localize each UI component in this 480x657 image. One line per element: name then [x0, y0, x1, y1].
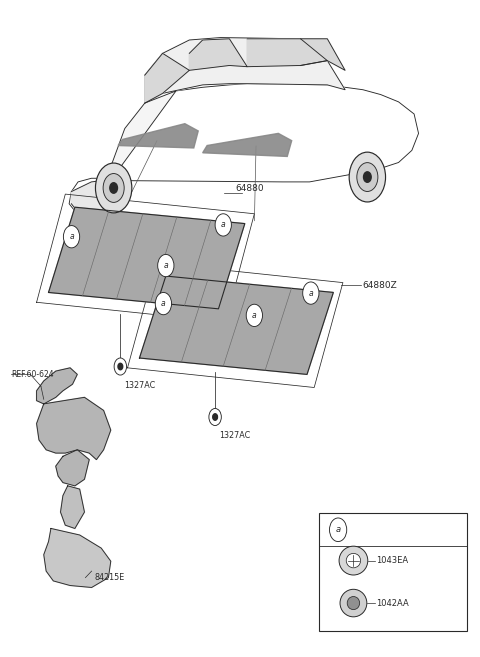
Circle shape: [363, 172, 371, 182]
Text: REF.60-624: REF.60-624: [11, 370, 54, 379]
Polygon shape: [60, 486, 84, 528]
Circle shape: [157, 254, 174, 277]
Polygon shape: [36, 368, 77, 404]
Circle shape: [96, 163, 132, 213]
Ellipse shape: [347, 597, 360, 610]
Polygon shape: [189, 39, 247, 70]
Text: a: a: [309, 288, 313, 298]
Circle shape: [110, 183, 118, 193]
Circle shape: [246, 304, 263, 327]
Circle shape: [349, 152, 385, 202]
Polygon shape: [44, 528, 111, 587]
Circle shape: [63, 225, 80, 248]
Text: a: a: [161, 299, 166, 308]
Text: 64880Z: 64880Z: [362, 281, 397, 290]
Polygon shape: [140, 276, 333, 374]
Circle shape: [103, 173, 124, 202]
Polygon shape: [300, 39, 345, 70]
Text: 84215E: 84215E: [94, 573, 124, 582]
Polygon shape: [247, 39, 327, 66]
Circle shape: [209, 409, 221, 426]
Circle shape: [303, 282, 319, 304]
Polygon shape: [72, 179, 111, 212]
Polygon shape: [145, 53, 189, 103]
Ellipse shape: [339, 546, 368, 575]
Bar: [319, 513, 468, 631]
Polygon shape: [203, 133, 292, 156]
Text: a: a: [69, 232, 74, 241]
Circle shape: [215, 214, 231, 236]
Polygon shape: [111, 91, 176, 179]
Polygon shape: [69, 83, 419, 215]
Circle shape: [357, 163, 378, 191]
Ellipse shape: [340, 589, 367, 617]
Circle shape: [213, 414, 217, 420]
Polygon shape: [36, 397, 111, 460]
Circle shape: [156, 292, 171, 315]
Text: 1327AC: 1327AC: [124, 381, 155, 390]
Ellipse shape: [346, 553, 360, 568]
Circle shape: [118, 363, 123, 370]
Polygon shape: [118, 124, 198, 148]
Text: a: a: [221, 220, 226, 229]
Text: 64880: 64880: [235, 185, 264, 193]
Polygon shape: [145, 37, 345, 103]
Text: 1327AC: 1327AC: [219, 432, 251, 440]
Text: a: a: [164, 261, 168, 270]
Polygon shape: [48, 207, 245, 309]
Circle shape: [114, 358, 127, 375]
Circle shape: [329, 518, 347, 541]
Text: a: a: [336, 526, 341, 534]
Text: 1043EA: 1043EA: [376, 556, 408, 565]
Text: 1042AA: 1042AA: [376, 599, 409, 608]
Polygon shape: [56, 450, 89, 486]
Text: a: a: [252, 311, 257, 320]
